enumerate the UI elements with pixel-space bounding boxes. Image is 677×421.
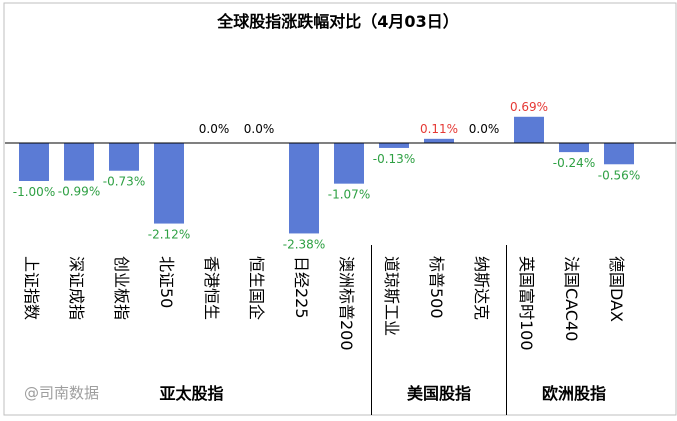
category-label-2: 创业板指 bbox=[112, 256, 131, 320]
value-label-2: -0.73% bbox=[103, 175, 145, 189]
chart-title: 全球股指涨跌幅对比（4月03日） bbox=[216, 12, 458, 31]
category-label-1: 深证成指 bbox=[67, 256, 86, 320]
value-label-3: -2.12% bbox=[148, 228, 190, 242]
bar-7 bbox=[334, 143, 364, 184]
watermark: @司南数据 bbox=[24, 384, 99, 402]
value-label-10: 0.0% bbox=[469, 122, 500, 136]
chart-border bbox=[3, 2, 677, 416]
bar-9 bbox=[424, 138, 454, 143]
bar-8 bbox=[379, 143, 409, 148]
category-label-9: 标普500 bbox=[427, 256, 446, 319]
value-label-13: -0.56% bbox=[598, 168, 640, 182]
group-label-2: 欧洲股指 bbox=[542, 384, 606, 403]
category-label-12: 法国CAC40 bbox=[562, 256, 581, 341]
value-label-4: 0.0% bbox=[199, 122, 230, 136]
category-label-4: 香港恒生 bbox=[202, 256, 221, 320]
bar-3 bbox=[154, 143, 184, 224]
bar-2 bbox=[109, 143, 139, 171]
bar-13 bbox=[604, 143, 634, 165]
value-label-12: -0.24% bbox=[553, 156, 595, 170]
value-label-11: 0.69% bbox=[510, 100, 548, 114]
group-label-0: 亚太股指 bbox=[159, 384, 223, 403]
category-label-3: 北证50 bbox=[157, 256, 176, 308]
group-label-1: 美国股指 bbox=[407, 384, 471, 403]
category-label-7: 澳洲标普200 bbox=[337, 256, 356, 351]
value-label-0: -1.00% bbox=[13, 185, 55, 199]
bar-1 bbox=[64, 143, 94, 181]
value-label-9: 0.11% bbox=[420, 122, 458, 136]
value-label-7: -1.07% bbox=[328, 188, 370, 202]
bar-6 bbox=[289, 143, 319, 234]
bar-11 bbox=[514, 116, 544, 143]
category-label-8: 道琼斯工业 bbox=[382, 256, 401, 336]
value-label-6: -2.38% bbox=[283, 237, 325, 251]
category-label-0: 上证指数 bbox=[22, 256, 41, 320]
category-label-11: 英国富时100 bbox=[517, 256, 536, 351]
category-label-5: 恒生国企 bbox=[247, 256, 266, 320]
bar-12 bbox=[559, 143, 589, 153]
value-label-8: -0.13% bbox=[373, 152, 415, 166]
value-label-5: 0.0% bbox=[244, 122, 275, 136]
bar-0 bbox=[19, 143, 49, 181]
category-label-10: 纳斯达克 bbox=[472, 256, 491, 320]
category-label-13: 德国DAX bbox=[607, 256, 626, 322]
category-label-6: 日经225 bbox=[292, 256, 311, 319]
value-label-1: -0.99% bbox=[58, 185, 100, 199]
